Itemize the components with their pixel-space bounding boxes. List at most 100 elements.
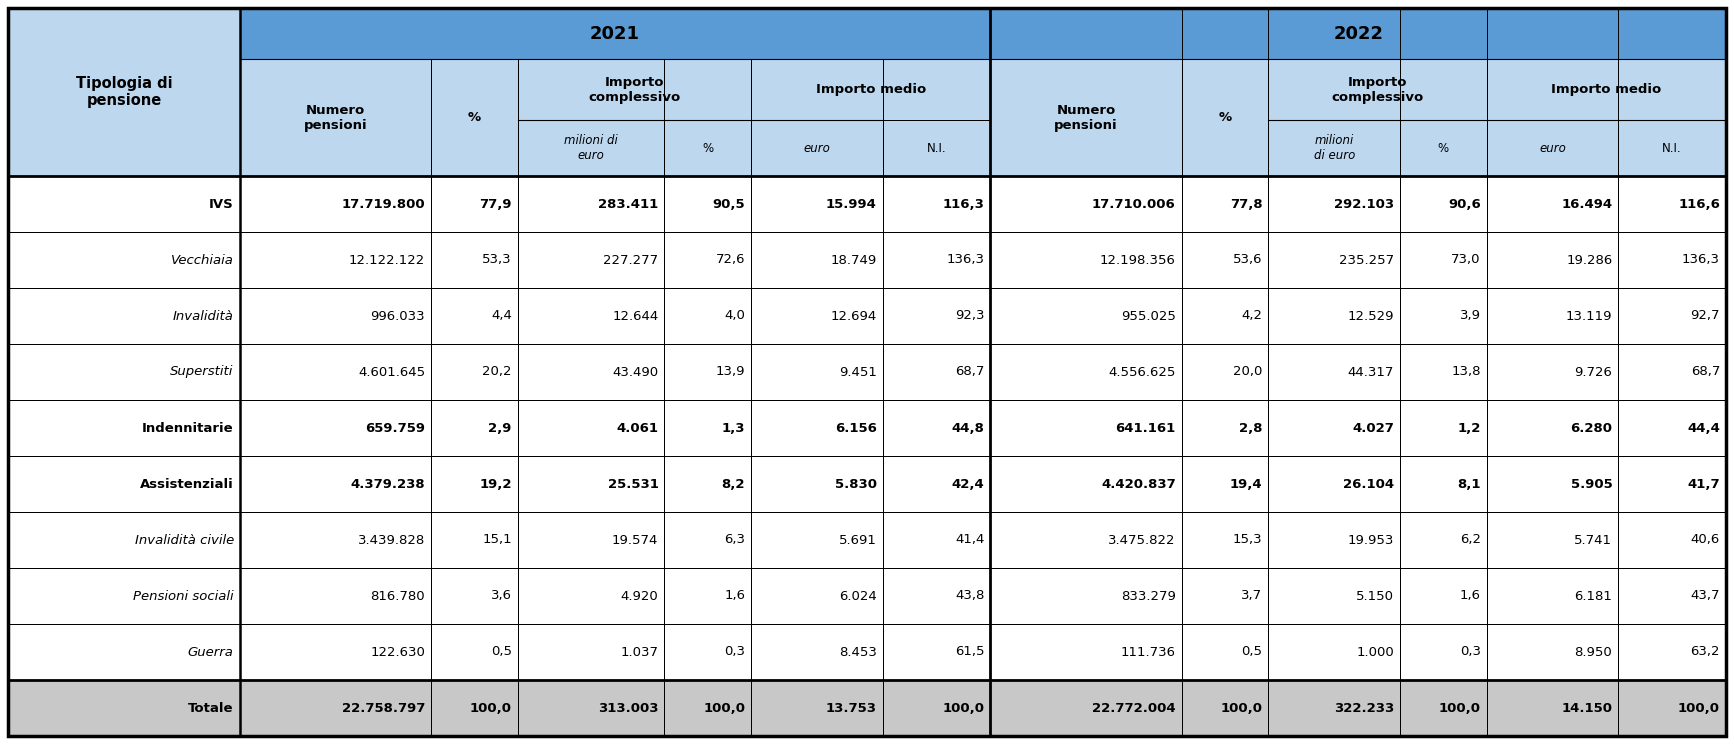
Bar — [239, 400, 432, 456]
Bar — [664, 400, 751, 456]
Text: Tipologia di
pensione: Tipologia di pensione — [76, 76, 172, 108]
Text: 3.439.828: 3.439.828 — [357, 533, 425, 547]
Bar — [883, 680, 990, 736]
Bar — [751, 344, 883, 400]
Bar — [883, 456, 990, 512]
Bar — [664, 288, 751, 344]
Text: 1,6: 1,6 — [1460, 589, 1481, 603]
Text: 4.601.645: 4.601.645 — [357, 365, 425, 379]
Text: 5.830: 5.830 — [834, 478, 877, 490]
Bar — [883, 568, 990, 624]
Bar — [9, 288, 239, 344]
Text: 122.630: 122.630 — [371, 646, 425, 658]
Bar — [1183, 59, 1269, 176]
Text: 44,4: 44,4 — [1687, 422, 1720, 434]
Bar — [1399, 456, 1486, 512]
Text: 996.033: 996.033 — [371, 310, 425, 322]
Text: 90,6: 90,6 — [1448, 197, 1481, 211]
Bar — [1399, 344, 1486, 400]
Text: 4,0: 4,0 — [725, 310, 746, 322]
Bar — [518, 624, 664, 680]
Text: 68,7: 68,7 — [955, 365, 985, 379]
Text: 22.772.004: 22.772.004 — [1092, 702, 1176, 714]
Bar — [239, 288, 432, 344]
Text: 292.103: 292.103 — [1333, 197, 1394, 211]
Text: 92,3: 92,3 — [955, 310, 985, 322]
Bar — [518, 288, 664, 344]
Text: 20,2: 20,2 — [482, 365, 512, 379]
Text: %: % — [1219, 111, 1231, 124]
Bar — [1183, 512, 1269, 568]
Bar — [518, 120, 664, 176]
Text: 17.710.006: 17.710.006 — [1092, 197, 1176, 211]
Bar — [883, 120, 990, 176]
Bar — [9, 624, 239, 680]
Text: 9.451: 9.451 — [839, 365, 877, 379]
Text: 227.277: 227.277 — [603, 254, 659, 266]
Bar — [518, 568, 664, 624]
Bar — [751, 176, 883, 232]
Bar — [1183, 288, 1269, 344]
Bar — [432, 288, 518, 344]
Text: 13,9: 13,9 — [716, 365, 746, 379]
Bar — [990, 8, 1725, 59]
Bar — [883, 176, 990, 232]
Text: 77,9: 77,9 — [479, 197, 512, 211]
Bar — [1183, 568, 1269, 624]
Bar — [239, 568, 432, 624]
Text: Vecchiaia: Vecchiaia — [172, 254, 234, 266]
Bar — [239, 344, 432, 400]
Bar — [883, 232, 990, 288]
Bar — [518, 232, 664, 288]
Bar — [883, 400, 990, 456]
Bar — [883, 512, 990, 568]
Text: 3,9: 3,9 — [1460, 310, 1481, 322]
Bar — [1399, 624, 1486, 680]
Text: 3,7: 3,7 — [1242, 589, 1262, 603]
Text: 53,3: 53,3 — [482, 254, 512, 266]
Bar — [664, 232, 751, 288]
Bar — [1269, 680, 1399, 736]
Text: 26.104: 26.104 — [1342, 478, 1394, 490]
Text: 12.644: 12.644 — [612, 310, 659, 322]
Text: 12.122.122: 12.122.122 — [349, 254, 425, 266]
Text: euro: euro — [1540, 141, 1566, 155]
Text: 43,8: 43,8 — [955, 589, 985, 603]
Bar — [1269, 400, 1399, 456]
Text: 4,4: 4,4 — [491, 310, 512, 322]
Bar — [9, 512, 239, 568]
Bar — [751, 624, 883, 680]
Text: 136,3: 136,3 — [947, 254, 985, 266]
Text: 13.753: 13.753 — [825, 702, 877, 714]
Bar — [239, 232, 432, 288]
Bar — [1618, 568, 1725, 624]
Bar — [1183, 624, 1269, 680]
Text: 8,1: 8,1 — [1457, 478, 1481, 490]
Bar — [1399, 232, 1486, 288]
Bar — [990, 59, 1183, 176]
Text: 100,0: 100,0 — [1221, 702, 1262, 714]
Bar — [432, 624, 518, 680]
Text: 92,7: 92,7 — [1691, 310, 1720, 322]
Text: 42,4: 42,4 — [952, 478, 985, 490]
Bar — [1183, 400, 1269, 456]
Text: 18.749: 18.749 — [831, 254, 877, 266]
Text: 68,7: 68,7 — [1691, 365, 1720, 379]
Bar — [883, 288, 990, 344]
Text: 13,8: 13,8 — [1451, 365, 1481, 379]
Bar — [1269, 176, 1399, 232]
Bar — [432, 344, 518, 400]
Bar — [1486, 120, 1618, 176]
Text: 6.156: 6.156 — [834, 422, 877, 434]
Text: 19,4: 19,4 — [1229, 478, 1262, 490]
Bar — [664, 624, 751, 680]
Bar — [1618, 624, 1725, 680]
Bar — [751, 512, 883, 568]
Bar — [1618, 232, 1725, 288]
Text: 111.736: 111.736 — [1120, 646, 1176, 658]
Bar — [239, 680, 432, 736]
Text: 6,2: 6,2 — [1460, 533, 1481, 547]
Text: 4.027: 4.027 — [1353, 422, 1394, 434]
Text: 19.953: 19.953 — [1347, 533, 1394, 547]
Text: 0,5: 0,5 — [1242, 646, 1262, 658]
